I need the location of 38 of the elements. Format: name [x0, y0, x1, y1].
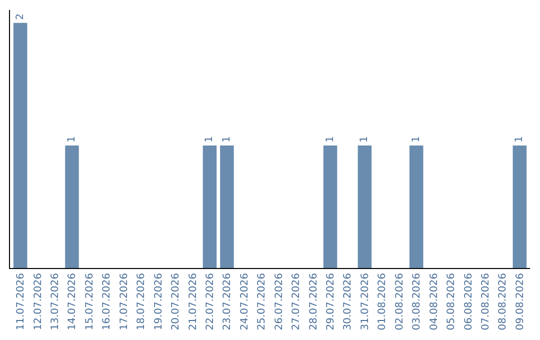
x-tick-label: 27.07.2026 — [291, 273, 302, 330]
data-label: 2 — [14, 14, 26, 20]
x-tick-label: 09.08.2026 — [514, 273, 526, 330]
x-tick-label: 18.07.2026 — [136, 273, 148, 330]
data-label: 1 — [410, 136, 422, 142]
x-tick-label: 20.07.2026 — [170, 273, 182, 330]
x-tick-label: 14.07.2026 — [67, 273, 78, 330]
x-tick-label: 16.07.2026 — [102, 273, 113, 330]
x-tick-label: 05.08.2026 — [446, 273, 458, 330]
x-tick-label: 04.08.2026 — [428, 273, 440, 330]
x-tick-label: 08.08.2026 — [498, 273, 509, 330]
x-tick-label: 28.07.2026 — [308, 273, 320, 330]
x-tick-label: 03.08.2026 — [412, 273, 423, 330]
x-tick-label: 12.07.2026 — [32, 273, 44, 330]
x-tick-label: 02.08.2026 — [394, 273, 406, 330]
x-tick-label: 19.07.2026 — [153, 273, 164, 330]
data-label: 1 — [324, 136, 336, 142]
x-tick-label: 25.07.2026 — [256, 273, 268, 330]
x-tick-label: 22.07.2026 — [204, 273, 216, 330]
x-tick-label: 15.07.2026 — [84, 273, 96, 330]
x-tick-label: 21.07.2026 — [188, 273, 199, 330]
x-tick-label: 17.07.2026 — [118, 273, 130, 330]
x-tick-label: 11.07.2026 — [16, 273, 27, 330]
data-label: 1 — [204, 136, 216, 142]
x-tick-label: 26.07.2026 — [274, 273, 285, 330]
x-tick-label: 30.07.2026 — [342, 273, 354, 330]
x-tick-label: 23.07.2026 — [222, 273, 234, 330]
x-tick-label: 29.07.2026 — [326, 273, 337, 330]
x-tick-label: 31.07.2026 — [360, 273, 371, 330]
data-label: 1 — [514, 136, 526, 142]
x-tick-label: 13.07.2026 — [50, 273, 62, 330]
x-tick-label: 06.08.2026 — [463, 273, 474, 330]
x-tick-label: 01.08.2026 — [377, 273, 388, 330]
data-label: 1 — [66, 136, 78, 142]
data-label: 1 — [359, 136, 370, 142]
x-tick-label: 24.07.2026 — [239, 273, 250, 330]
data-label: 1 — [221, 136, 232, 142]
x-tick-label: 07.08.2026 — [480, 273, 492, 330]
